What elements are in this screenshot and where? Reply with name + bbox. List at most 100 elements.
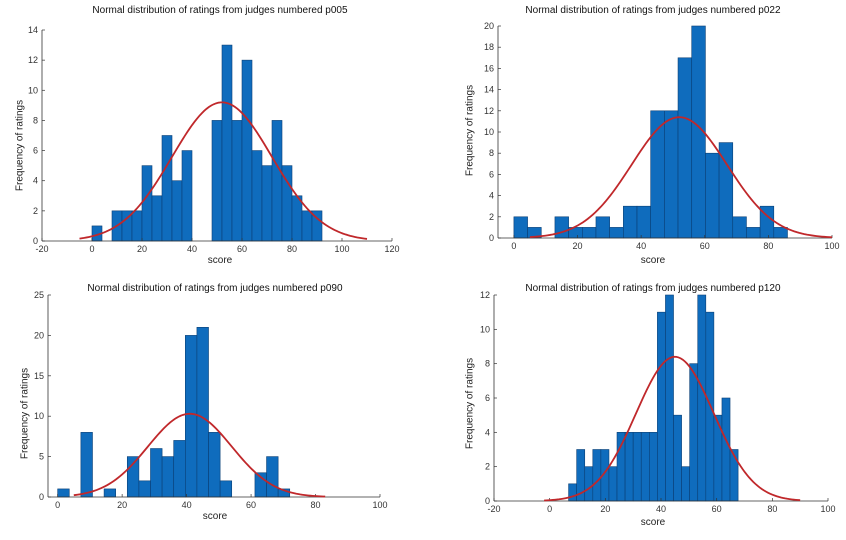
y-tick-label: 20 [484, 21, 494, 31]
x-tick-label: 40 [656, 504, 666, 514]
histogram-bar [161, 135, 173, 242]
y-tick-label: 14 [484, 85, 494, 95]
y-tick-label: 12 [480, 290, 490, 300]
y-tick-label: 8 [489, 148, 494, 158]
x-tick-label: 60 [246, 500, 256, 510]
y-tick-label: 2 [489, 212, 494, 222]
chart-title: Normal distribution of ratings from judg… [87, 283, 343, 294]
histogram-bar [608, 466, 618, 502]
histogram-bar [138, 480, 151, 498]
y-tick-label: 15 [34, 371, 44, 381]
y-tick-label: 18 [484, 42, 494, 52]
x-tick-label: 0 [547, 504, 552, 514]
histogram-bar [746, 227, 761, 239]
x-axis-label: score [640, 255, 666, 266]
x-tick-label: 60 [700, 241, 710, 251]
histogram-bar [221, 44, 233, 242]
y-tick-label: 0 [489, 233, 494, 243]
x-tick-label: 80 [767, 504, 777, 514]
histogram-bar [251, 150, 263, 242]
histogram-bar [616, 432, 626, 502]
x-tick-label: 100 [372, 500, 387, 510]
x-tick-label: 80 [763, 241, 773, 251]
histogram-bar [151, 195, 163, 242]
y-tick-label: 10 [480, 324, 490, 334]
histogram-bar [624, 432, 634, 502]
x-tick-label: 80 [287, 244, 297, 254]
histogram-bar [80, 432, 93, 498]
histogram-bar [150, 448, 163, 498]
histogram-bar [57, 488, 70, 498]
histogram-bar [681, 466, 690, 502]
histogram-bar [732, 216, 747, 239]
x-axis-label: score [640, 517, 666, 528]
histogram-bar [241, 59, 253, 242]
histogram-bar [582, 227, 597, 239]
x-tick-label: 100 [824, 241, 839, 251]
y-tick-label: 2 [33, 206, 38, 216]
histogram-bar [261, 165, 273, 242]
normal-fit-curve [79, 101, 368, 240]
x-tick-label: 60 [237, 244, 247, 254]
histogram-bar [141, 165, 153, 242]
y-tick-label: 16 [484, 63, 494, 73]
x-tick-label: 0 [55, 500, 60, 510]
histogram-bar [584, 466, 594, 502]
histogram-bar [103, 488, 116, 498]
histogram-bar [677, 57, 693, 239]
y-axis-label: Frequency of ratings [14, 99, 26, 192]
y-tick-label: 10 [28, 85, 38, 95]
y-tick-label: 6 [33, 146, 38, 156]
histogram-bar [513, 216, 528, 239]
x-tick-label: -20 [487, 504, 500, 514]
histogram-bar [554, 216, 569, 239]
chart-panel-p120: Normal distribution of ratings from judg… [440, 283, 846, 540]
histogram-bar [208, 432, 221, 498]
normal-fit-curve [544, 355, 801, 502]
histogram-bar [266, 456, 279, 498]
histogram-bar [301, 210, 313, 242]
x-tick-label: 20 [117, 500, 127, 510]
histogram-bar [291, 195, 303, 242]
x-tick-label: 120 [384, 244, 399, 254]
histogram-bar [171, 180, 183, 242]
histogram-bar [664, 110, 679, 239]
y-axis-label: Frequency of ratings [19, 367, 31, 460]
chart-title: Normal distribution of ratings from judg… [525, 5, 781, 16]
histogram-bar [131, 210, 143, 242]
histogram-bar [271, 120, 283, 242]
y-tick-label: 25 [34, 290, 44, 300]
histogram-bar [595, 216, 610, 239]
histogram-bar [231, 120, 243, 242]
x-tick-label: 20 [573, 241, 583, 251]
x-tick-label: 100 [820, 504, 835, 514]
y-tick-label: 5 [39, 452, 44, 462]
histogram-chart-p090: 0 5 10 15 20 25 0 20 40 60 80 100 [34, 290, 388, 510]
x-tick-label: 100 [334, 244, 349, 254]
chart-title: Normal distribution of ratings from judg… [525, 283, 781, 294]
histogram-bar [609, 227, 624, 239]
y-axis-label: Frequency of ratings [464, 357, 476, 450]
histogram-chart-p022: 0 2 4 6 8 10 12 14 16 18 20 0 20 40 60 80 100 [484, 21, 840, 251]
x-tick-label: 20 [137, 244, 147, 254]
y-tick-label: 4 [33, 176, 38, 186]
y-tick-label: 12 [28, 55, 38, 65]
chart-panel-p090: Normal distribution of ratings from judg… [0, 283, 420, 540]
x-tick-label: 40 [182, 500, 192, 510]
y-tick-label: 0 [485, 496, 490, 506]
y-tick-label: 12 [484, 106, 494, 116]
histogram-bar [665, 294, 674, 502]
histogram-bar [185, 335, 198, 498]
normal-fit-curve [73, 412, 326, 498]
chart-title: Normal distribution of ratings from judg… [92, 5, 348, 16]
y-tick-label: 6 [489, 169, 494, 179]
histogram-bar [219, 480, 233, 498]
y-axis-label: Frequency of ratings [464, 84, 476, 177]
y-tick-label: 4 [489, 191, 494, 201]
y-tick-label: 0 [39, 492, 44, 502]
x-tick-label: 40 [187, 244, 197, 254]
x-tick-label: 80 [311, 500, 321, 510]
chart-panel-p005: Normal distribution of ratings from judg… [0, 5, 420, 270]
